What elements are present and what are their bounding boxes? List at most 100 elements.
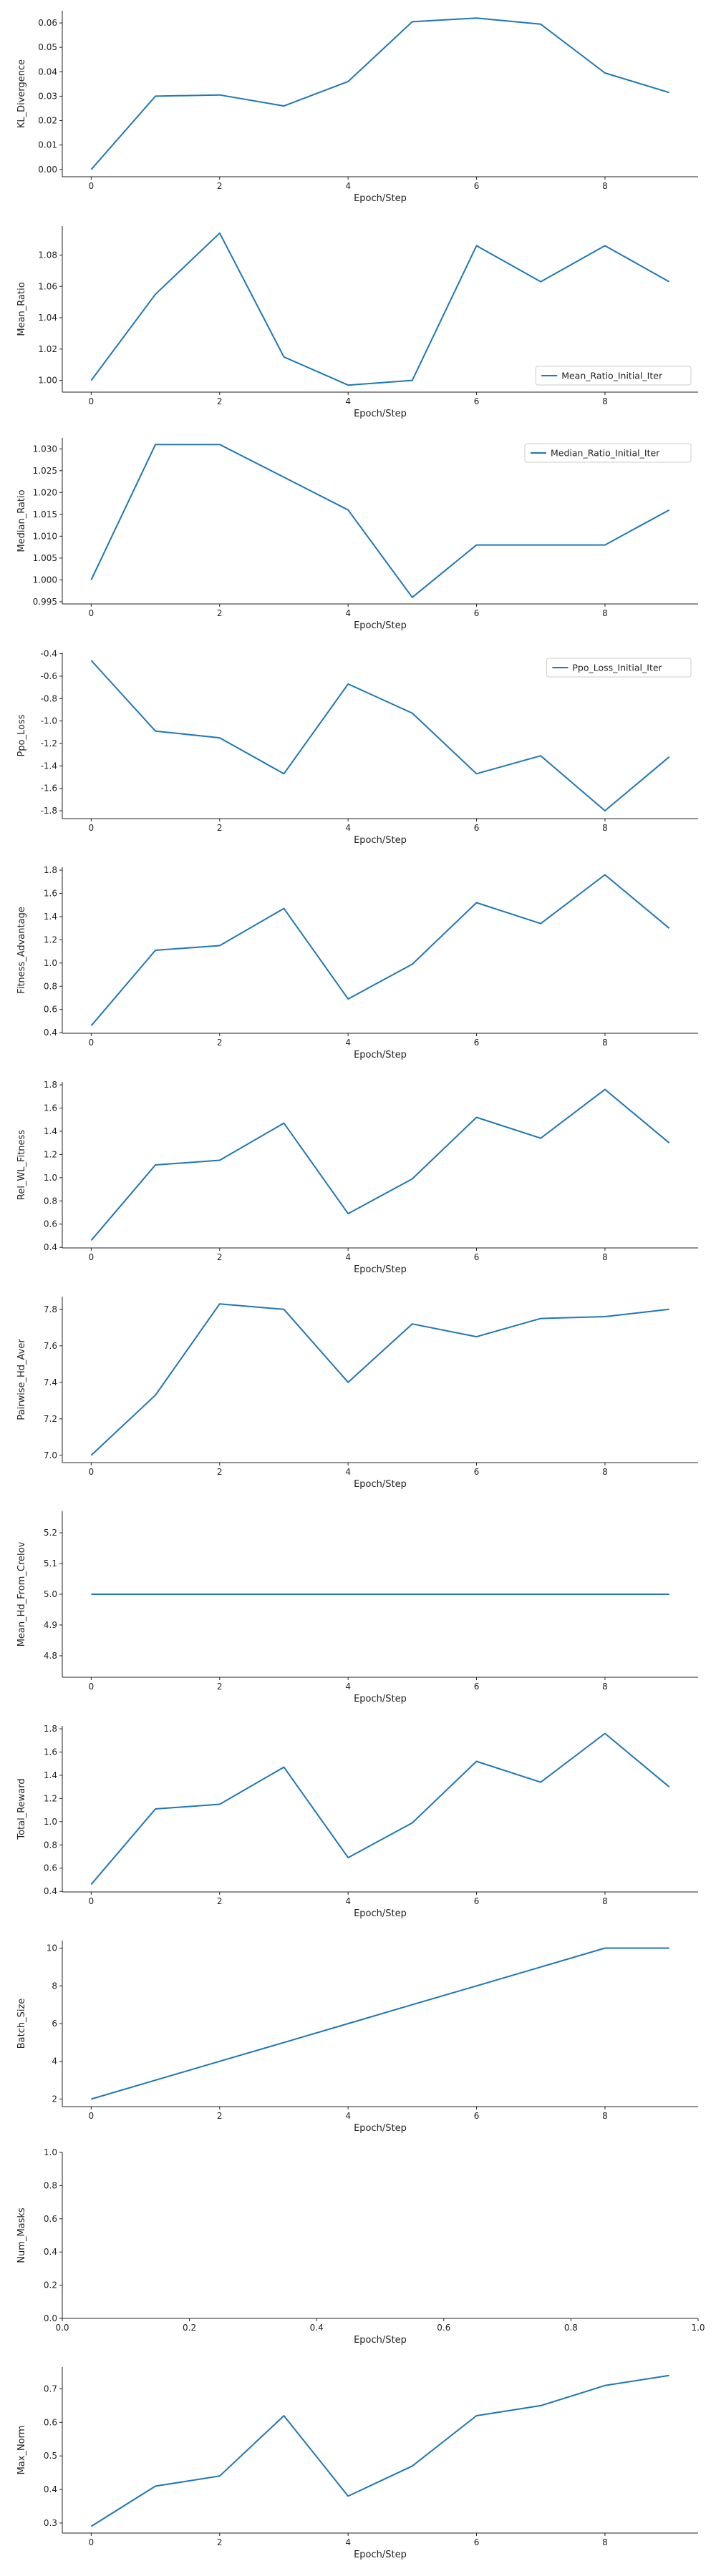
- subplot-mean-hd-from-crelov: 0 2 4 6 8 4.8 4.9 5.0 5.1 5.2 Epoch/Step Mean_Hd_Fr…: [16, 1511, 698, 1704]
- y-tick-label: 4.9: [44, 1620, 57, 1630]
- x-tick-label: 0: [89, 1896, 95, 1906]
- y-tick-label: -1.4: [41, 761, 57, 771]
- y-tick-label: 7.8: [44, 1304, 57, 1314]
- series-line: [90, 444, 670, 598]
- x-tick-label: 4: [345, 608, 351, 618]
- y-axis-label: Ppo_Loss: [16, 714, 27, 756]
- x-tick-label: 2: [217, 1896, 223, 1906]
- x-tick-label: 0.8: [564, 2323, 578, 2333]
- y-tick-label: 0.6: [44, 1219, 57, 1229]
- y-axis-label: Num_Masks: [16, 2207, 27, 2263]
- y-tick-label: 8: [52, 1981, 57, 1991]
- series-line: [90, 1088, 670, 1241]
- x-tick-label: 6: [474, 823, 480, 833]
- y-tick-label: 0.6: [44, 2214, 57, 2224]
- y-tick-label: -1.0: [41, 716, 57, 726]
- y-tick-label: 1.025: [33, 466, 57, 476]
- y-tick-label: 1.6: [44, 1103, 57, 1113]
- y-tick-label: -1.6: [41, 784, 57, 794]
- x-tick-label: 2: [217, 2537, 223, 2547]
- y-tick-label: 1.8: [44, 865, 57, 875]
- y-tick-label: 1.0: [44, 2147, 57, 2157]
- subplot-kl-divergence: 0 2 4 6 8 0.00 0.01 0.02 0.03 0.04 0.05 0.06 Epoch/S…: [16, 11, 698, 204]
- y-axis-label: Fitness_Advantage: [16, 907, 27, 994]
- x-tick-label: 4: [345, 2111, 351, 2121]
- y-tick-label: -1.2: [41, 738, 57, 748]
- y-tick-label: 7.2: [44, 1414, 57, 1424]
- y-tick-label: 0.00: [38, 165, 57, 175]
- y-tick-label: 1.015: [33, 509, 57, 519]
- x-axis-label: Epoch/Step: [354, 193, 407, 204]
- series-line: [90, 660, 670, 811]
- legend: Mean_Ratio_Initial_Iter: [535, 366, 692, 386]
- series-line: [90, 17, 669, 170]
- y-tick-label: 0.8: [44, 1196, 57, 1206]
- y-tick-label: 1.00: [38, 376, 57, 386]
- x-tick-label: 0: [89, 1682, 95, 1692]
- x-tick-label: 8: [602, 2537, 608, 2547]
- legend: Median_Ratio_Initial_Iter: [524, 443, 692, 463]
- y-tick-label: -0.6: [41, 671, 57, 681]
- x-tick-label: 0: [89, 396, 95, 406]
- y-tick-label: 1.4: [44, 912, 57, 922]
- x-tick-label: 8: [602, 1038, 608, 1048]
- x-tick-label: 0.0: [55, 2323, 69, 2333]
- legend-label: Median_Ratio_Initial_Iter: [551, 448, 660, 459]
- y-tick-label: 1.6: [44, 889, 57, 899]
- x-tick-label: 4: [345, 1038, 351, 1048]
- x-tick-label: 0: [89, 1467, 95, 1477]
- y-tick-label: 0.02: [38, 116, 57, 126]
- x-tick-label: 2: [217, 2111, 223, 2121]
- y-tick-label: 4.8: [44, 1651, 57, 1661]
- legend-box: [524, 443, 692, 463]
- y-axis-label: KL_Divergence: [16, 59, 27, 128]
- series-line: [90, 2374, 669, 2527]
- subplot-median-ratio: 0 2 4 6 8 0.995 1.000 1.005 1.010 1.015 1.020 1.025…: [16, 438, 698, 631]
- legend-label: Mean_Ratio_Initial_Iter: [561, 371, 663, 381]
- y-tick-label: 0.4: [44, 2484, 57, 2494]
- x-tick-label: 6: [474, 181, 480, 191]
- y-tick-label: 0.4: [44, 1886, 57, 1896]
- y-axis-label: Rel_WL_Fitness: [16, 1130, 27, 1200]
- y-tick-label: 0.03: [38, 91, 57, 101]
- series-line: [90, 1303, 669, 1456]
- y-tick-label: 1.2: [44, 935, 57, 945]
- y-tick-label: 1.04: [38, 313, 57, 323]
- x-tick-label: 0: [89, 2111, 95, 2121]
- y-tick-label: 1.08: [38, 250, 57, 260]
- x-tick-label: 6: [474, 1896, 480, 1906]
- series-line: [90, 874, 670, 1027]
- y-axis-label: Mean_Hd_From_Crelov: [16, 1541, 27, 1646]
- y-tick-label: 0.6: [44, 2417, 57, 2427]
- y-tick-label: 0.2: [44, 2280, 57, 2290]
- y-tick-label: 0.5: [44, 2451, 57, 2461]
- x-tick-label: 2: [217, 396, 223, 406]
- x-axis-label: Epoch/Step: [354, 1479, 407, 1490]
- legend: Ppo_Loss_Initial_Iter: [546, 658, 692, 678]
- y-tick-label: 1.010: [33, 531, 57, 541]
- x-axis-label: Epoch/Step: [354, 1694, 407, 1704]
- x-tick-label: 0: [89, 1252, 95, 1262]
- y-tick-label: 1.4: [44, 1770, 57, 1780]
- x-tick-label: 8: [602, 181, 608, 191]
- x-tick-label: 8: [602, 2111, 608, 2121]
- y-tick-label: 1.0: [44, 1173, 57, 1183]
- y-tick-label: 0.4: [44, 1242, 57, 1252]
- subplot-rel-wl-fitness: 0 2 4 6 8 0.4 0.6 0.8 1.0 1.2 1.4 1.6 1.8 Epoch/Step R…: [16, 1080, 698, 1275]
- y-tick-label: 0.06: [38, 18, 57, 28]
- subplot-total-reward: 0 2 4 6 8 0.4 0.6 0.8 1.0 1.2 1.4 1.6 1.8 Epoch/Step T…: [16, 1724, 698, 1919]
- y-tick-label: 0.4: [44, 2247, 57, 2257]
- x-axis-label: Epoch/Step: [354, 2550, 407, 2560]
- y-tick-label: 1.0: [44, 958, 57, 968]
- y-tick-label: 7.4: [44, 1377, 57, 1387]
- y-tick-label: 1.8: [44, 1724, 57, 1734]
- y-tick-label: 1.030: [33, 444, 57, 454]
- x-tick-label: 2: [217, 1252, 223, 1262]
- x-tick-label: 8: [602, 1252, 608, 1262]
- x-tick-label: 6: [474, 1252, 480, 1262]
- y-tick-label: 5.2: [44, 1528, 57, 1538]
- subplot-max-norm: 0 2 4 6 8 0.3 0.4 0.5 0.6 0.7 Epoch/Step Max_Norm: [16, 2367, 698, 2560]
- x-axis-label: Epoch/Step: [354, 2123, 407, 2134]
- x-tick-label: 6: [474, 1038, 480, 1048]
- y-axis-label: Total_Reward: [16, 1778, 27, 1840]
